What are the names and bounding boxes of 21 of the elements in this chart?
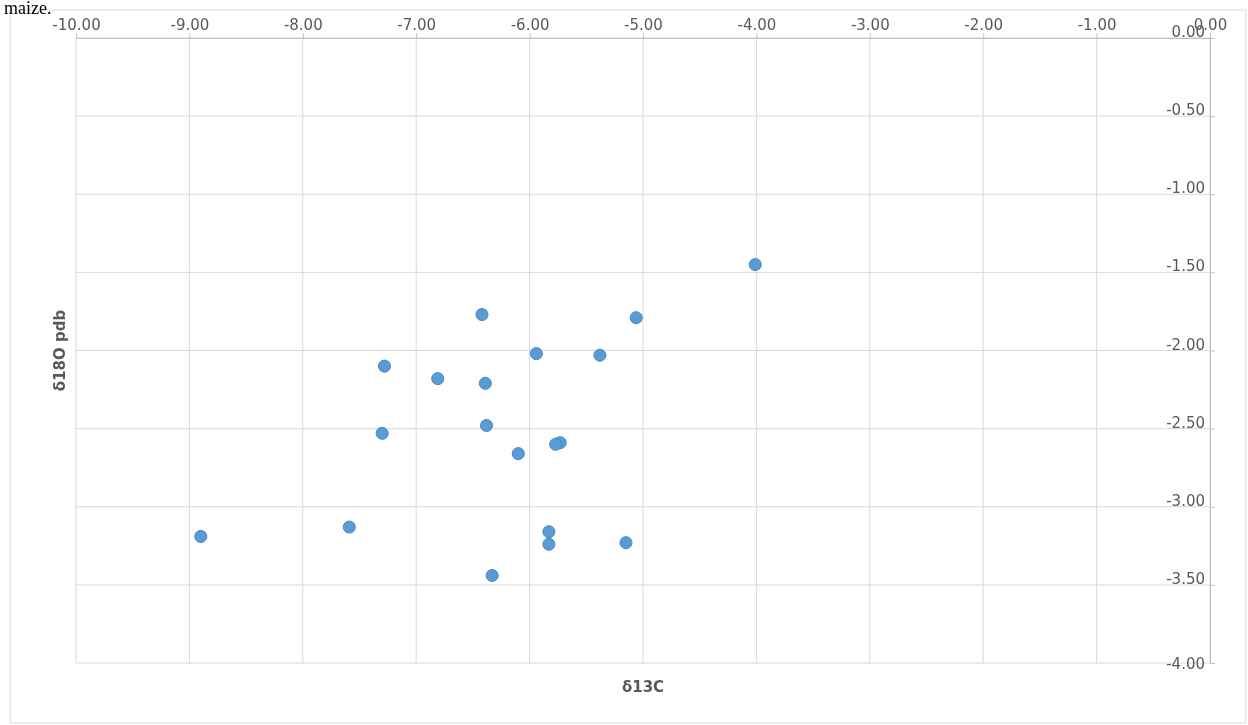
x-tick-label: -8.00: [283, 16, 323, 34]
y-tick-label: -4.00: [1166, 654, 1205, 673]
text: maize.: [4, 0, 52, 19]
x-tick-label: -4.00: [737, 16, 777, 34]
x-tick-label: -10.00: [52, 16, 101, 34]
y-tick-label: -3.00: [1166, 491, 1205, 510]
y-tick-label: -2.50: [1166, 413, 1205, 432]
x-axis-title: δ13C: [621, 678, 665, 696]
x-tick-label: -9.00: [170, 16, 210, 34]
x-tick-label: -6.00: [510, 16, 550, 34]
x-tick-label: -5.00: [624, 16, 663, 34]
y-tick-label: -1.00: [1166, 179, 1205, 198]
x-tick-label: -2.00: [964, 16, 1004, 34]
x-tick-label: -1.00: [1077, 16, 1117, 34]
y-tick-label: -1.50: [1166, 257, 1205, 276]
x-tick-label: -3.00: [850, 16, 890, 34]
y-axis-title: δ18O pdb: [51, 309, 69, 392]
x-tick-label: -7.00: [397, 16, 437, 34]
y-tick-label: -0.50: [1166, 101, 1205, 120]
y-tick-label: -3.50: [1166, 569, 1205, 588]
y-tick-label: -2.00: [1166, 335, 1205, 354]
